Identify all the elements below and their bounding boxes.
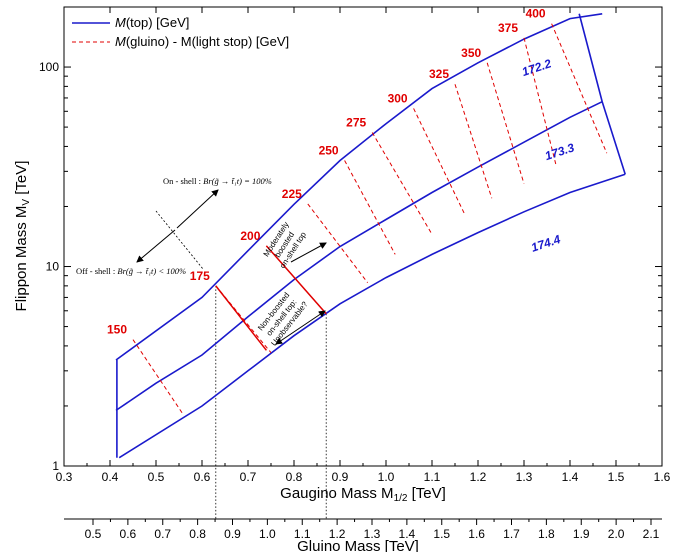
arrow-on-shell: [176, 189, 219, 229]
x2-tick-label: 1.7: [503, 527, 520, 541]
plot-frame: [63, 6, 663, 467]
top-mass-label: 174.4: [529, 232, 562, 255]
x2-tick-label: 1.6: [468, 527, 485, 541]
mass-diff-label: 275: [346, 115, 366, 129]
mass-diff-contour: [307, 203, 368, 283]
x2-tick-label: 1.1: [294, 527, 311, 541]
mass-diff-contour: [486, 62, 525, 184]
x-tick-label: 0.5: [148, 470, 165, 484]
top-mass-curve: [115, 100, 603, 412]
chart-curves: [115, 13, 626, 519]
mass-diff-label: 350: [461, 46, 481, 60]
x2-tick-label: 1.2: [329, 527, 346, 541]
x-tick-label: 1.4: [562, 470, 579, 484]
x2-tick-label: 1.9: [573, 527, 590, 541]
x2-tick-label: 0.6: [120, 527, 137, 541]
x2-tick-label: 0.8: [189, 527, 206, 541]
mass-diff-label: 200: [240, 229, 260, 243]
mass-diff-contour: [371, 132, 433, 235]
arrow-moderately-boosted: [290, 242, 327, 263]
mass-diff-label: 225: [282, 187, 302, 201]
arrow-off-shell: [136, 229, 176, 263]
y-tick-label: 1: [52, 459, 59, 473]
x-tick-label: 0.6: [194, 470, 211, 484]
x2-tick-label: 0.9: [224, 527, 241, 541]
top-mass-curve: [115, 13, 603, 361]
mass-diff-boundary: [215, 285, 267, 351]
x2-tick-label: 2.1: [643, 527, 660, 541]
top-mass-label: 172.2: [520, 56, 553, 79]
x2-tick-label: 0.7: [154, 527, 171, 541]
x2-tick-label: 2.0: [608, 527, 625, 541]
mass-diff-label: 375: [498, 21, 518, 35]
top-mass-curve: [118, 173, 626, 459]
mass-diff-contour: [344, 160, 396, 255]
shell-divider: [155, 210, 204, 270]
x-tick-label: 1.2: [470, 470, 487, 484]
mass-diff-label: 175: [190, 269, 210, 283]
mass-diff-contour: [523, 37, 557, 166]
x-tick-label: 0.3: [56, 470, 73, 484]
mass-diff-label: 150: [107, 323, 127, 337]
legend: M(top) [GeV] M(gluino) - M(light stop) […: [72, 15, 289, 49]
x2-tick-label: 1.0: [259, 527, 276, 541]
x2-tick-label: 1.4: [399, 527, 416, 541]
x-axis-title: Gaugino Mass M1/2 [TeV]: [280, 485, 446, 504]
mass-diff-contour: [413, 108, 465, 214]
x2-axis-title: Gluino Mass [TeV]: [297, 538, 419, 552]
off-shell-text: Off - shell : Br(g̃ → t̃₁t) < 100%: [76, 266, 186, 276]
mass-diff-label: 325: [429, 67, 449, 81]
mass-diff-contour: [551, 23, 608, 154]
legend-entry-top: M(top) [GeV]: [115, 15, 189, 30]
top-mass-label: 173.3: [543, 140, 576, 163]
boundary-right: [578, 13, 626, 175]
on-shell-text: On - shell : Br(g̃ → t̃₁t) = 100%: [163, 176, 272, 186]
mass-diff-contour: [454, 84, 493, 199]
mass-diff-label: 400: [526, 7, 546, 21]
legend-entry-diff: M(gluino) - M(light stop) [GeV]: [115, 34, 289, 49]
x-tick-label: 0.9: [332, 470, 349, 484]
x-tick-label: 0.4: [102, 470, 119, 484]
chart-value-labels: 150 175 200 225 250 275 300 325 350 375 400 172.2 17…: [107, 7, 576, 337]
mass-diff-contour: [132, 339, 185, 416]
annotation-non-boosted: Non-boosted on-shell top: Unobservable?: [256, 291, 310, 348]
x2-tick-label: 1.3: [364, 527, 381, 541]
x2-tick-label: 1.8: [538, 527, 555, 541]
x-tick-label: 0.8: [286, 470, 303, 484]
x-tick-label: 1.1: [424, 470, 441, 484]
axis-ticks: 0.3 0.4 0.5 0.6 0.7 0.8 0.9 1.0 1.1 1.2 1.3 1.4 1.5 1…: [39, 6, 671, 541]
x2-tick-label: 1.5: [433, 527, 450, 541]
mass-diff-label: 300: [388, 91, 408, 105]
annotation-moderately-boosted: Moderately boosted on-shell top: [262, 220, 309, 270]
arrow-non-boosted: [275, 310, 326, 345]
x-tick-label: 1.5: [608, 470, 625, 484]
x-tick-label: 1.3: [516, 470, 533, 484]
x-tick-label: 1.0: [378, 470, 395, 484]
y-tick-label: 10: [46, 260, 60, 274]
x-tick-label: 0.7: [240, 470, 257, 484]
mass-diff-boundary: [265, 245, 327, 315]
y-axis-title: Flippon Mass MV [TeV]: [13, 161, 32, 312]
mass-diff-label: 250: [319, 144, 339, 158]
x2-tick-label: 0.5: [85, 527, 102, 541]
x-tick-label: 1.6: [654, 470, 671, 484]
y-tick-label: 100: [39, 60, 59, 74]
